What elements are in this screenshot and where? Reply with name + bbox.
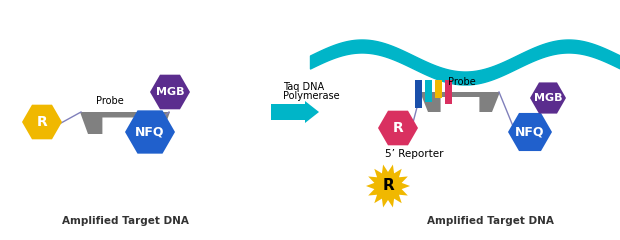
Text: Probe: Probe xyxy=(96,96,124,106)
Text: Probe: Probe xyxy=(448,77,476,87)
Polygon shape xyxy=(150,75,190,109)
Polygon shape xyxy=(508,113,552,151)
Polygon shape xyxy=(366,165,410,207)
Bar xyxy=(415,80,422,108)
Text: MGB: MGB xyxy=(534,93,562,103)
Polygon shape xyxy=(80,112,170,134)
Text: Amplified Target DNA: Amplified Target DNA xyxy=(427,216,554,226)
Polygon shape xyxy=(530,82,566,114)
Text: NFQ: NFQ xyxy=(135,126,165,138)
Text: Amplified Target DNA: Amplified Target DNA xyxy=(61,216,188,226)
Bar xyxy=(445,80,451,104)
Polygon shape xyxy=(22,105,62,139)
Text: R: R xyxy=(37,115,47,129)
Text: R: R xyxy=(382,179,394,193)
Bar xyxy=(435,80,441,98)
FancyArrow shape xyxy=(271,101,319,123)
Polygon shape xyxy=(125,110,175,154)
Text: Taq DNA: Taq DNA xyxy=(283,82,324,92)
Text: 5’ Reporter: 5’ Reporter xyxy=(385,149,443,159)
Text: MGB: MGB xyxy=(156,87,184,97)
Polygon shape xyxy=(378,111,418,145)
Bar xyxy=(425,80,432,102)
Circle shape xyxy=(374,173,401,199)
Polygon shape xyxy=(420,92,500,112)
Text: NFQ: NFQ xyxy=(515,126,545,138)
Text: R: R xyxy=(392,121,404,135)
Text: Polymerase: Polymerase xyxy=(283,91,340,101)
